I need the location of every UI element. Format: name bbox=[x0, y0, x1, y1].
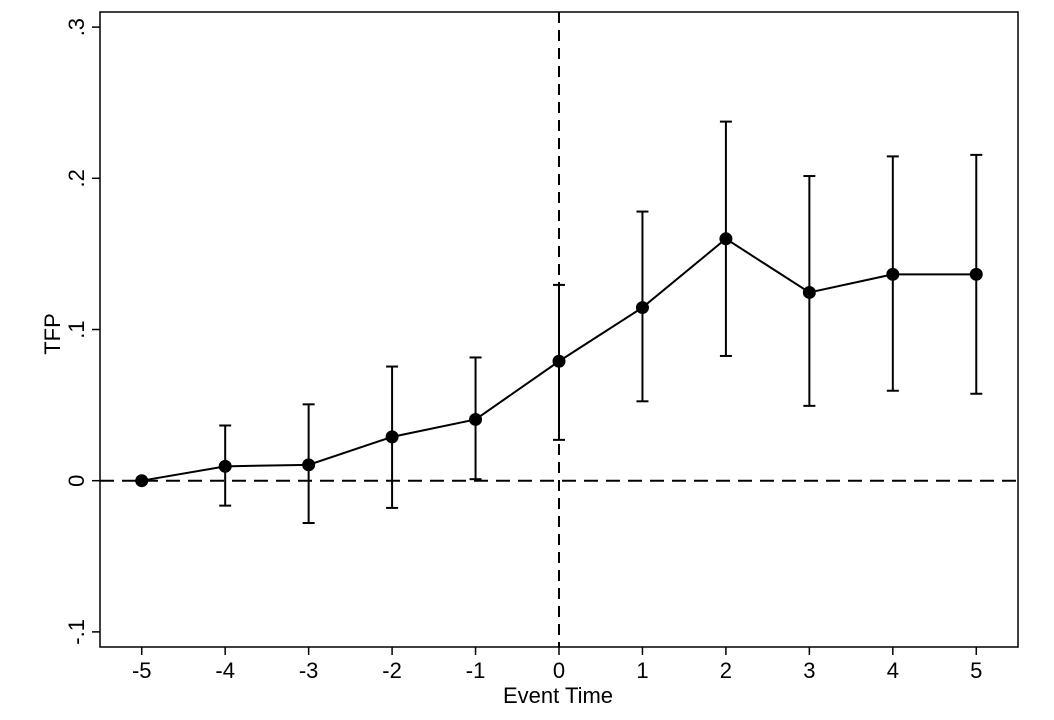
y-tick-label: -.1 bbox=[64, 619, 89, 645]
x-tick-label: 0 bbox=[553, 658, 565, 683]
tick-labels: -5 -4 -3 -2 -1 0 1 2 3 4 5 -.1 0 .1 .2 .3 bbox=[64, 18, 982, 683]
data-point bbox=[635, 301, 649, 315]
x-tick-label: 5 bbox=[970, 658, 982, 683]
y-tick-label: .3 bbox=[64, 18, 89, 36]
x-tick-label: -3 bbox=[299, 658, 319, 683]
data-point bbox=[218, 459, 232, 473]
data-point bbox=[552, 354, 566, 368]
axes-layer bbox=[92, 11, 1019, 655]
data-point bbox=[802, 285, 816, 299]
data-points bbox=[135, 232, 983, 488]
y-tick-label: 0 bbox=[64, 475, 89, 487]
x-tick-label: -4 bbox=[215, 658, 235, 683]
data-point bbox=[969, 267, 983, 281]
data-point bbox=[886, 267, 900, 281]
x-tick-label: 1 bbox=[636, 658, 648, 683]
y-tick-label: .2 bbox=[64, 169, 89, 187]
data-point bbox=[135, 474, 149, 488]
y-axis-title: TFP bbox=[40, 313, 65, 355]
x-tick-label: -5 bbox=[132, 658, 152, 683]
y-tick-label: .1 bbox=[64, 320, 89, 338]
data-point bbox=[302, 458, 316, 472]
x-tick-label: -2 bbox=[382, 658, 402, 683]
x-tick-label: 3 bbox=[803, 658, 815, 683]
data-point bbox=[719, 232, 733, 246]
reference-lines bbox=[100, 12, 1018, 647]
x-tick-label: -1 bbox=[466, 658, 486, 683]
data-point bbox=[469, 412, 483, 426]
x-tick-label: 4 bbox=[887, 658, 899, 683]
error-bars bbox=[219, 120, 983, 525]
x-tick-label: 2 bbox=[720, 658, 732, 683]
data-point bbox=[385, 430, 399, 444]
x-axis-title: Event Time bbox=[503, 683, 613, 708]
